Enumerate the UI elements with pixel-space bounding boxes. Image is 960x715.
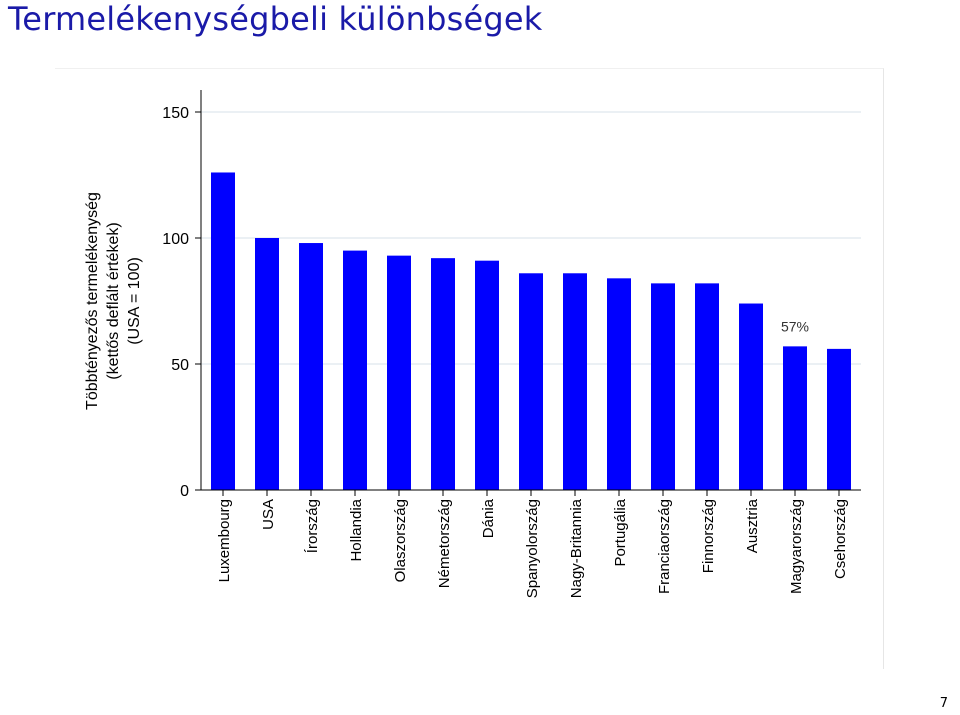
- bar: [739, 303, 763, 490]
- labels: 0 50 100 150 Luxembourg USA Írország Hollandia O…: [84, 105, 849, 598]
- bar: [475, 260, 499, 490]
- bar: [563, 273, 587, 490]
- y-tick-label: 100: [162, 231, 189, 248]
- bar: [783, 346, 807, 490]
- x-tick-label: Csehország: [832, 499, 849, 579]
- axes: [195, 90, 861, 496]
- x-tick-label: Nagy-Britannia: [568, 498, 585, 598]
- bar: [519, 273, 543, 490]
- bar: [255, 238, 279, 490]
- x-tick-label: Spanyolország: [524, 499, 541, 598]
- bar-chart: 0 50 100 150 Luxembourg USA Írország Hollandia O…: [84, 90, 861, 598]
- y-tick-label: 0: [180, 483, 189, 500]
- bar: [651, 283, 675, 490]
- y-axis-label: (kettős deflált értékek): [105, 222, 122, 379]
- y-axis-label: (USA = 100): [126, 257, 143, 345]
- x-tick-label: Olaszország: [392, 499, 409, 582]
- bar: [211, 172, 235, 490]
- page-number: 7: [939, 696, 948, 711]
- x-tick-label: Finnország: [700, 499, 717, 573]
- chart-frame: 0 50 100 150 Luxembourg USA Írország Hollandia O…: [55, 68, 884, 669]
- y-tick-label: 50: [171, 357, 189, 374]
- bar: [299, 243, 323, 490]
- x-tick-label: Németország: [436, 499, 453, 588]
- slide-title: Termelékenységbeli különbségek: [8, 0, 543, 38]
- bar: [695, 283, 719, 490]
- x-tick-label: Dánia: [480, 498, 497, 538]
- bar: [607, 278, 631, 490]
- bar: [431, 258, 455, 490]
- x-tick-label: Ausztria: [744, 498, 761, 553]
- x-tick-label: Luxembourg: [216, 499, 233, 582]
- x-tick-label: Hollandia: [348, 498, 365, 561]
- bar: [343, 250, 367, 490]
- x-tick-label: Franciaország: [656, 499, 673, 594]
- x-tick-label: Írország: [304, 499, 321, 553]
- bar: [827, 348, 851, 490]
- bar: [387, 255, 411, 490]
- x-tick-label: USA: [260, 499, 277, 530]
- x-tick-label: Magyarország: [788, 499, 805, 594]
- y-axis-label: Többtényezős termelékenység: [84, 192, 101, 410]
- x-tick-label: Portugália: [612, 498, 629, 566]
- bars: [211, 172, 851, 490]
- y-tick-label: 150: [162, 105, 189, 122]
- bar-annotation: 57%: [781, 318, 809, 334]
